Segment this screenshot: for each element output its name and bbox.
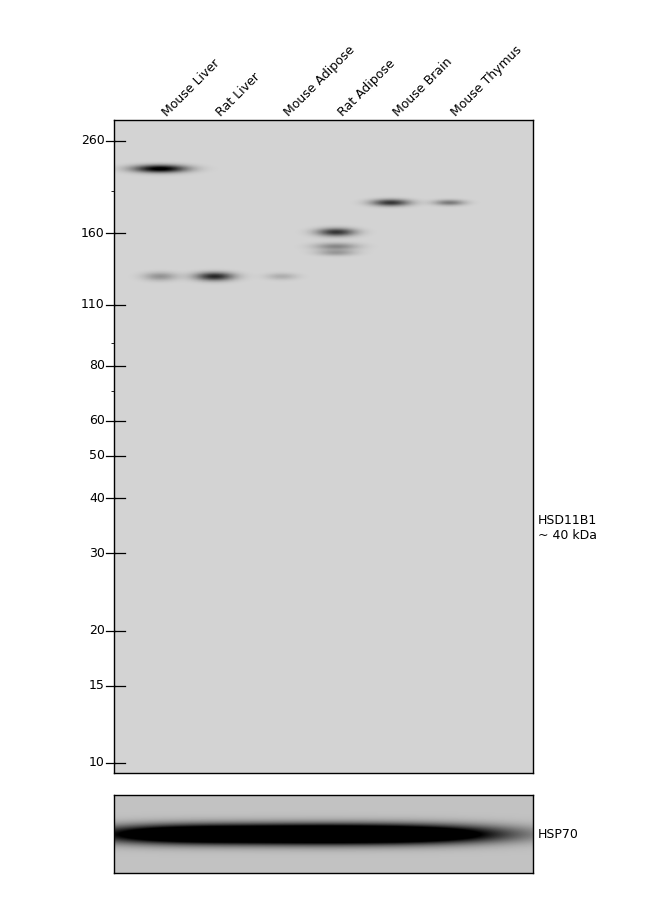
Text: 260: 260 (81, 134, 105, 147)
Text: 15: 15 (89, 679, 105, 692)
Text: 110: 110 (81, 298, 105, 311)
Text: 50: 50 (89, 449, 105, 462)
Text: HSD11B1
~ 40 kDa: HSD11B1 ~ 40 kDa (538, 514, 597, 541)
Text: 30: 30 (89, 547, 105, 560)
Text: Mouse Brain: Mouse Brain (391, 54, 454, 119)
Text: 10: 10 (89, 756, 105, 769)
Text: 160: 160 (81, 227, 105, 239)
Text: Mouse Thymus: Mouse Thymus (449, 44, 525, 119)
Text: Mouse Liver: Mouse Liver (160, 56, 222, 119)
Text: HSP70: HSP70 (538, 828, 579, 841)
Text: 60: 60 (89, 414, 105, 427)
Text: Rat Adipose: Rat Adipose (336, 57, 398, 119)
Text: 20: 20 (89, 624, 105, 637)
Text: 80: 80 (89, 359, 105, 372)
Text: 40: 40 (89, 492, 105, 504)
Text: Mouse Adipose: Mouse Adipose (281, 44, 357, 119)
Text: Rat Liver: Rat Liver (214, 70, 263, 119)
